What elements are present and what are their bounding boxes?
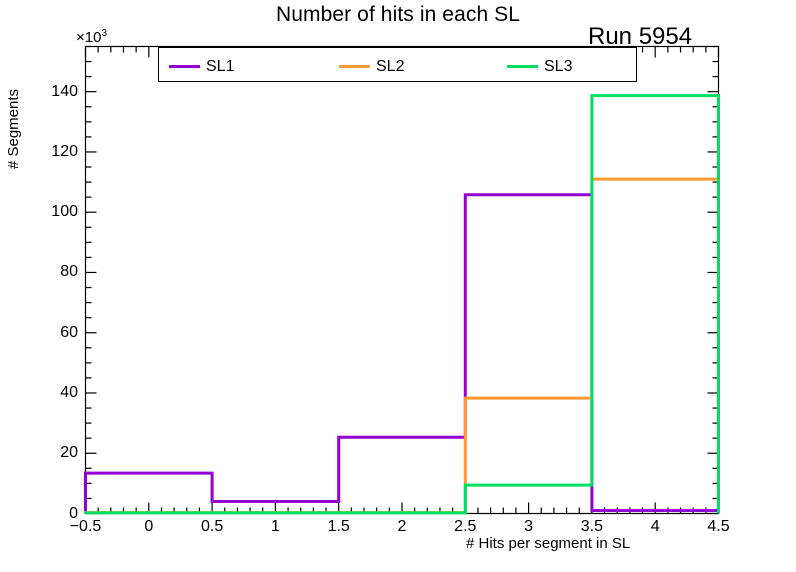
axis-ticks [84, 45, 720, 515]
plot-frame [84, 45, 720, 515]
x-tick-label: 2.5 [454, 517, 477, 535]
x-tick-label: 3 [524, 517, 534, 535]
y-tick-label: 140 [51, 82, 78, 100]
x-tick-label: 1 [270, 517, 280, 535]
y-tick-label: 20 [60, 444, 78, 462]
legend-label: SL3 [544, 57, 573, 75]
y-axis-scale-exponent: 3 [101, 28, 108, 39]
y-tick-label: 120 [51, 142, 78, 160]
y-tick-label: 0 [69, 504, 78, 522]
x-tick-label: 2 [397, 517, 407, 535]
legend-item-sl2[interactable]: SL2 [339, 56, 404, 76]
legend-item-sl1[interactable]: SL1 [169, 56, 234, 76]
histogram-series-sl2 [84, 177, 720, 515]
y-tick-label: 40 [60, 383, 78, 401]
axis-frame [84, 45, 720, 515]
y-tick-label: 60 [60, 323, 78, 341]
histogram-series-sl3 [84, 94, 720, 515]
x-tick-label: 4.5 [707, 517, 730, 535]
legend-color-swatch-sl3 [507, 64, 538, 68]
y-tick-label: 100 [51, 203, 78, 221]
y-axis-scale-label: ×103 [76, 25, 107, 46]
x-axis-title: # Hits per segment in SL [466, 535, 631, 552]
x-tick-label: 4 [650, 517, 660, 535]
histogram-series [84, 94, 720, 515]
legend[interactable]: SL1 SL2 SL3 [158, 47, 637, 82]
x-tick-label: 0 [144, 517, 154, 535]
histogram-series-sl1 [84, 193, 720, 514]
legend-label: SL1 [206, 57, 235, 75]
x-tick-label: −0.5 [69, 517, 102, 535]
x-tick-label: 1.5 [327, 517, 350, 535]
legend-color-swatch-sl1 [169, 64, 200, 68]
x-tick-label: 3.5 [580, 517, 604, 535]
y-tick-label: 80 [60, 263, 78, 281]
y-axis-scale-mantissa: ×10 [76, 29, 102, 46]
page-title: Number of hits in each SL [275, 3, 521, 26]
run-label: Run 5954 [588, 23, 693, 50]
legend-item-sl3[interactable]: SL3 [507, 56, 572, 76]
x-tick-label: 0.5 [200, 517, 224, 535]
legend-color-swatch-sl2 [339, 64, 370, 68]
legend-label: SL2 [376, 57, 405, 75]
